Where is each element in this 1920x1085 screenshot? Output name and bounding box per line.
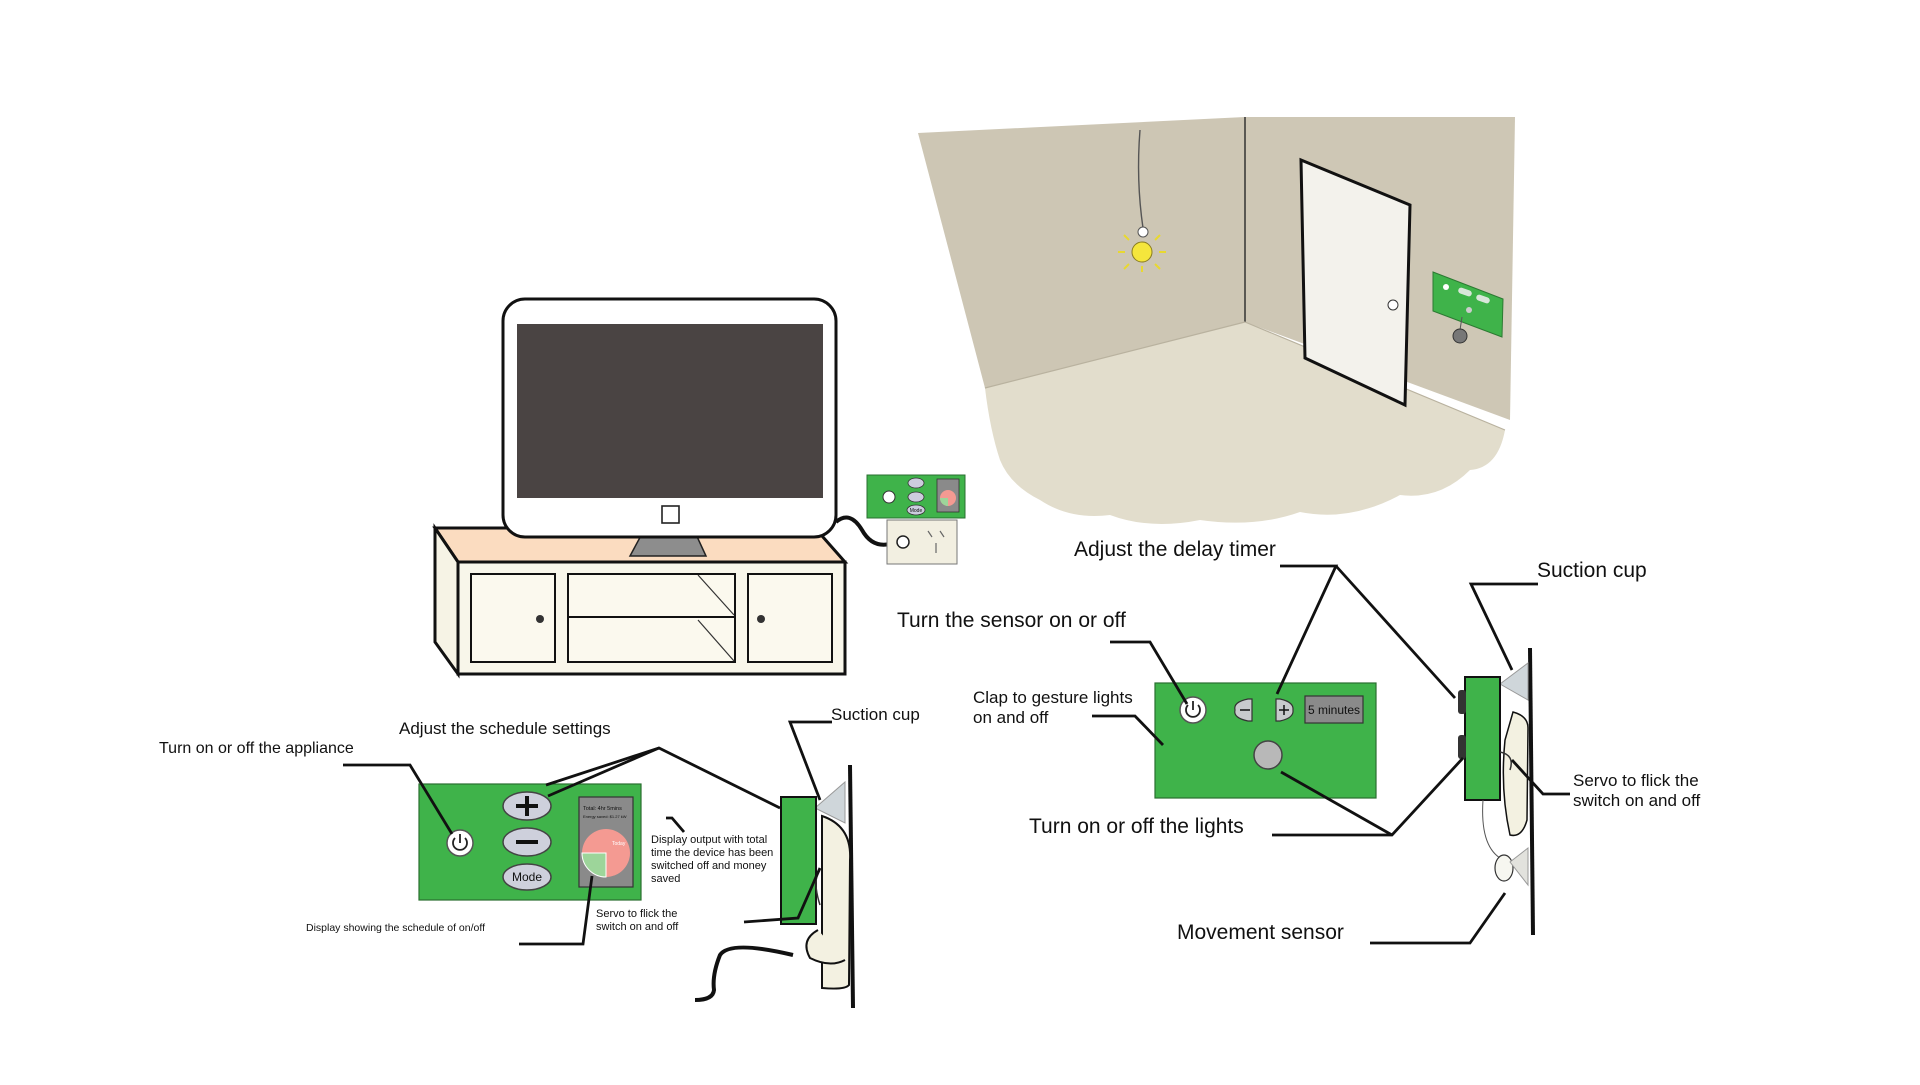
mode-button: Mode (502, 863, 552, 891)
minus-button (502, 827, 552, 857)
plug-cable (694, 945, 794, 1002)
label-display-output: Display output with total time the devic… (651, 834, 774, 885)
tv-socket-device: Mode (866, 474, 966, 519)
label-lights-on-off: Turn on or off the lights (1029, 815, 1244, 838)
lamp-cord (1137, 129, 1144, 229)
mini-mode-label: Mode (910, 508, 923, 514)
schedule-device-side-view (694, 764, 855, 1009)
sensor-device-panel: 5 minutes (1154, 682, 1377, 799)
tv-power-cable (834, 515, 891, 547)
timer-plus-button (1275, 698, 1294, 722)
label-movement-sensor: Movement sensor (1177, 921, 1344, 944)
wall-motion-sensor (1452, 328, 1468, 344)
label-servo-right: Servo to flick the switch on and off (1573, 771, 1701, 810)
wall-sensor-device (1432, 271, 1504, 338)
room-scene (918, 117, 1515, 524)
light-bulb-icon (1118, 226, 1166, 272)
tv-scene: Mode (432, 297, 966, 679)
side-device-right (1464, 676, 1501, 801)
room-floor (985, 322, 1505, 524)
power-icon (882, 490, 896, 504)
svg-text:Energy saved: $1.27 kW: Energy saved: $1.27 kW (583, 814, 627, 819)
timer-minus-button (1234, 698, 1253, 722)
svg-text:Today: Today (612, 841, 626, 847)
room-door (1299, 157, 1412, 408)
power-button-icon (446, 829, 474, 857)
schedule-display: Total: 4hr 5mins Energy saved: $1.27 kW … (578, 796, 634, 888)
svg-text:5 minutes: 5 minutes (1308, 703, 1360, 717)
label-adjust-schedule: Adjust the schedule settings (399, 719, 611, 738)
left-leader-lines (343, 720, 832, 946)
label-adjust-delay: Adjust the delay timer (1074, 538, 1276, 561)
svg-text:Mode: Mode (512, 870, 542, 884)
label-suction-cup-left: Suction cup (831, 705, 920, 724)
suction-cup-right (1499, 662, 1529, 701)
suction-cup-left (814, 780, 846, 824)
label-display-schedule: Display showing the schedule of on/off (306, 922, 486, 934)
label-clap-gesture: Clap to gesture lights on and off (973, 688, 1133, 727)
door-knob (1387, 299, 1399, 311)
clap-sensor (1253, 740, 1283, 770)
room-left-wall (918, 117, 1245, 388)
tv-screen (517, 324, 823, 498)
label-sensor-on-off: Turn the sensor on or off (897, 609, 1126, 632)
svg-text:Total: 4hr 5mins: Total: 4hr 5mins (583, 806, 622, 812)
label-suction-cup-right: Suction cup (1537, 559, 1647, 582)
plus-button (502, 791, 552, 821)
right-leader-lines (1092, 564, 1570, 945)
movement-sensor (1494, 854, 1514, 882)
sensor-device-side-view (1458, 647, 1535, 936)
label-turn-on-off-appliance: Turn on or off the appliance (159, 740, 354, 757)
timer-display: 5 minutes (1304, 695, 1364, 724)
schedule-device-panel: Mode Total: 4hr 5mins Energy saved: $1.2… (418, 783, 642, 901)
side-device-left (780, 796, 817, 925)
label-servo-left: Servo to flick the switch on and off (596, 908, 679, 933)
